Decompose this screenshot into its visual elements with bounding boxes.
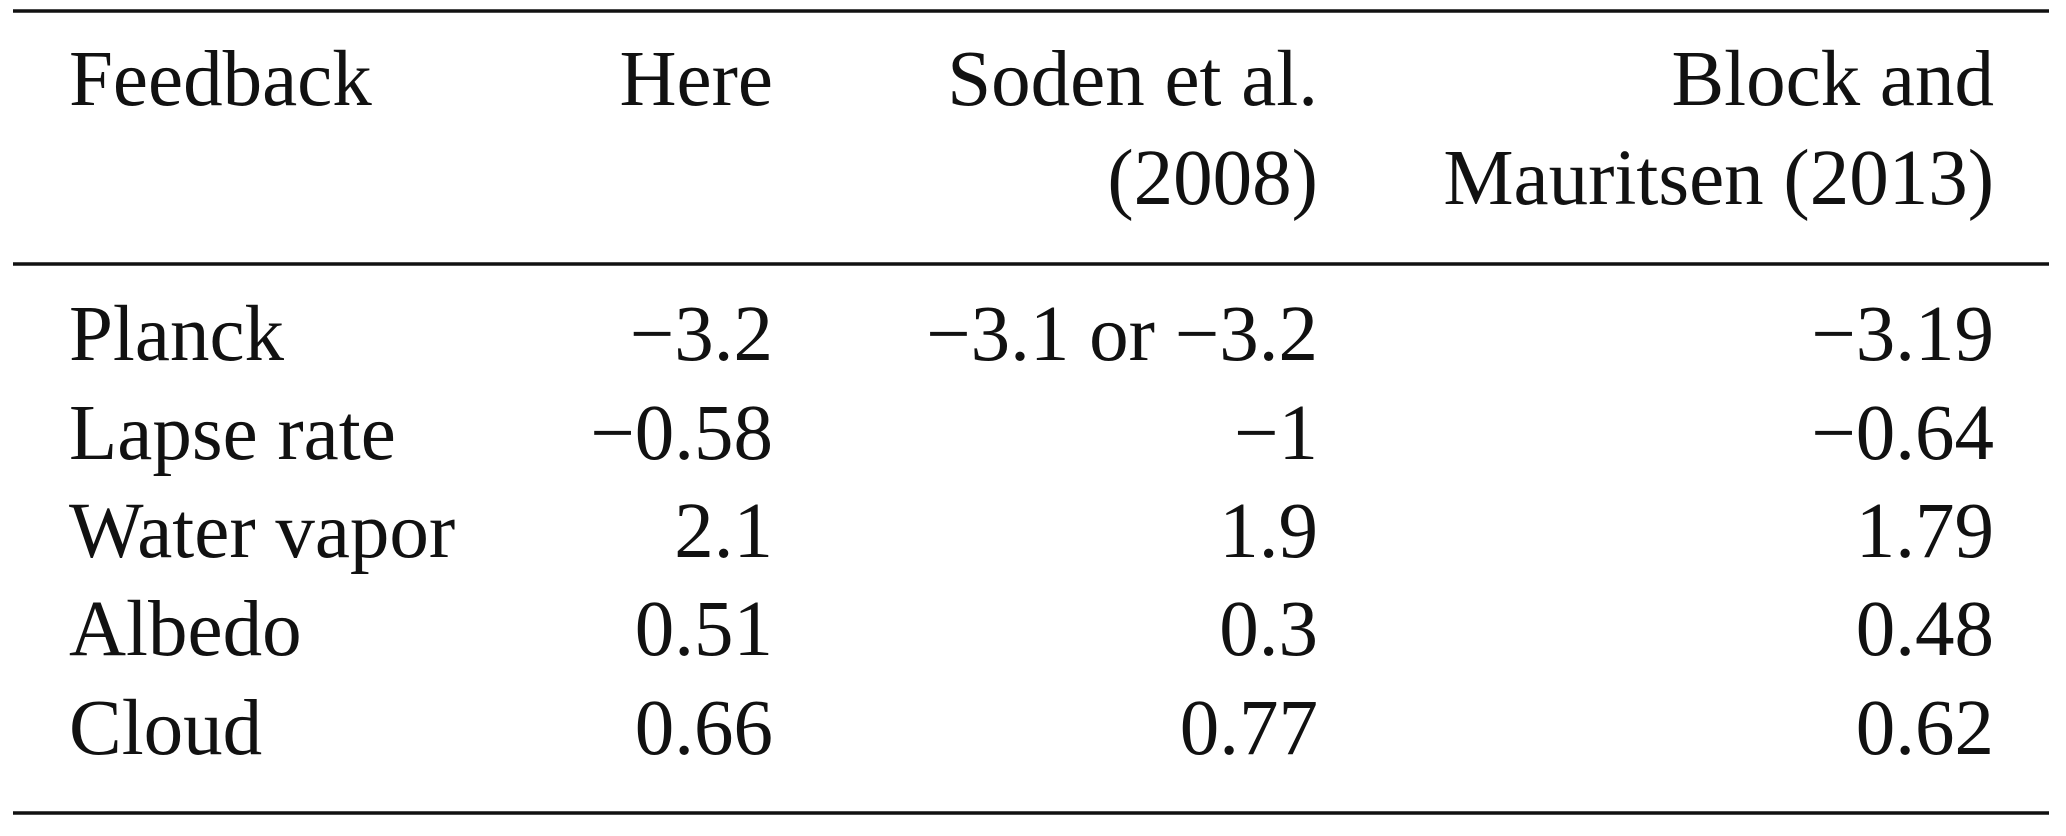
value-cell: 0.48 — [1856, 586, 1994, 673]
header-cell: (2008) — [1107, 135, 1318, 222]
header-cell: Here — [620, 36, 774, 123]
value-cell: −3.2 — [630, 291, 773, 378]
value-cell: 2.1 — [674, 488, 773, 575]
value-cell: 0.3 — [1219, 586, 1318, 673]
value-cell: 1.9 — [1219, 488, 1318, 575]
row-label: Planck — [69, 291, 285, 378]
value-cell: 0.66 — [635, 685, 773, 772]
value-cell: 0.77 — [1180, 685, 1318, 772]
header-cell: Soden et al. — [947, 36, 1318, 123]
value-cell: 0.51 — [635, 586, 773, 673]
value-cell: 1.79 — [1856, 488, 1994, 575]
header-cell: Feedback — [69, 36, 372, 123]
value-cell: 0.62 — [1856, 685, 1994, 772]
row-label: Cloud — [69, 685, 262, 772]
row-label: Lapse rate — [69, 390, 396, 477]
value-cell: −0.58 — [590, 390, 773, 477]
value-cell: −3.19 — [1811, 291, 1994, 378]
value-cell: −0.64 — [1811, 390, 1994, 477]
header-cell: Mauritsen (2013) — [1443, 135, 1994, 222]
row-label: Water vapor — [69, 488, 455, 575]
header-cell: Block and — [1671, 36, 1994, 123]
value-cell: −3.1 or −3.2 — [926, 291, 1318, 378]
row-label: Albedo — [69, 586, 302, 673]
value-cell: −1 — [1234, 390, 1318, 477]
